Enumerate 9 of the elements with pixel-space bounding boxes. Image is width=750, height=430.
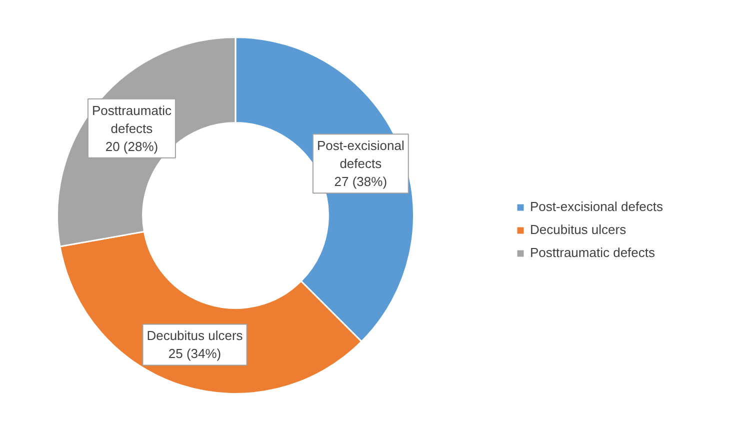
data-label: 25 (34%) bbox=[168, 346, 222, 362]
data-label: 20 (28%) bbox=[105, 138, 158, 154]
legend-label: Posttraumatic defects bbox=[530, 245, 655, 260]
slice-label: Decubitus ulcers bbox=[146, 328, 244, 344]
data-label: 27 (38%) bbox=[334, 174, 388, 190]
slice-label: Post-excisional defects bbox=[316, 138, 404, 172]
legend-label: Decubitus ulcers bbox=[530, 222, 626, 237]
slice-label: Posttraumatic defects bbox=[92, 102, 172, 136]
legend-label: Post-excisional defects bbox=[530, 199, 663, 214]
